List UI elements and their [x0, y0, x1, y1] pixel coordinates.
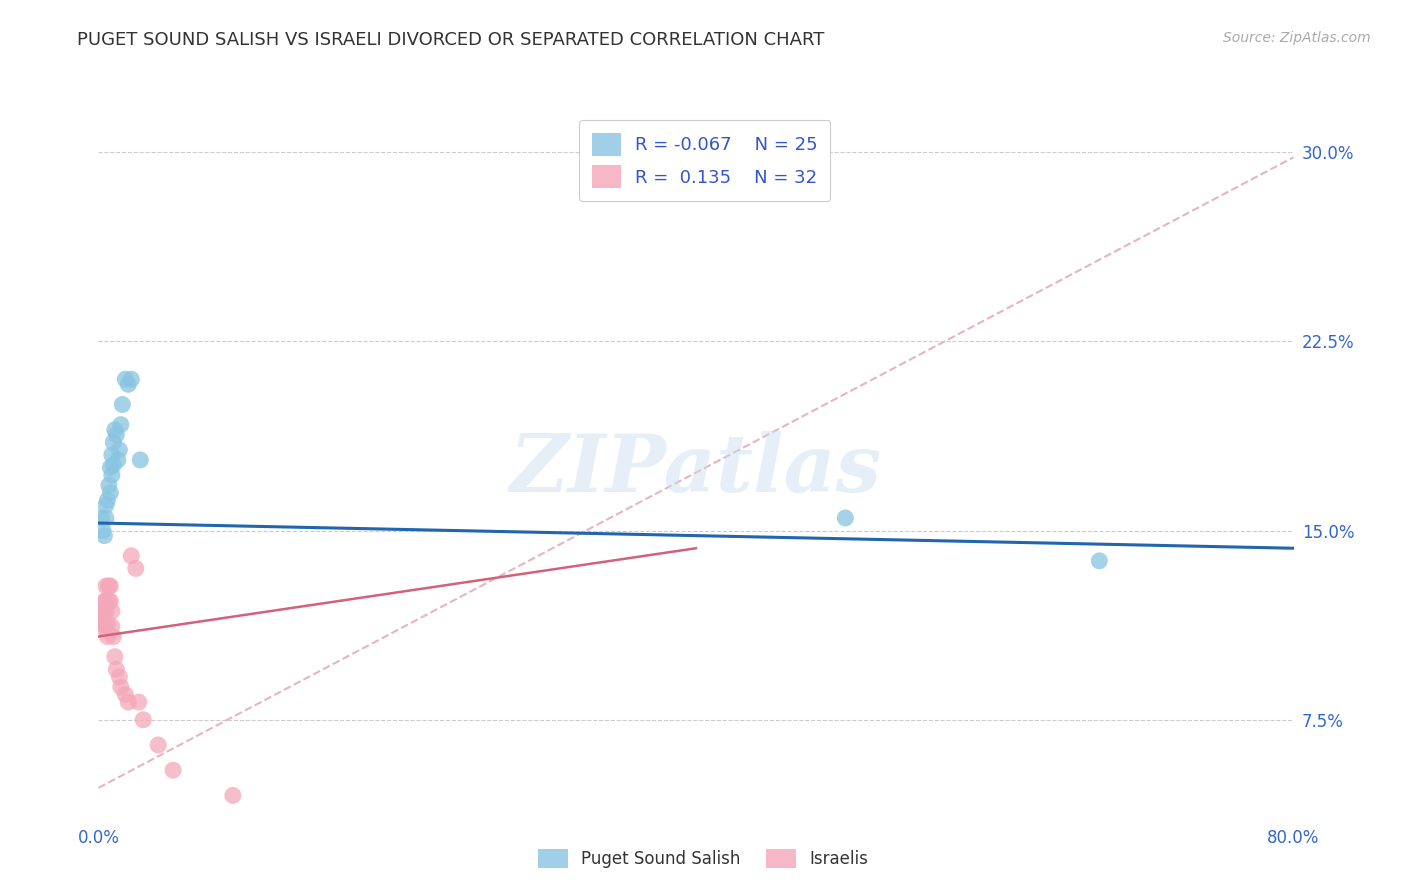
- Point: [125, 561, 148, 575]
- Point: [103, 458, 125, 472]
- Point: [94, 511, 117, 525]
- Point: [93, 594, 115, 608]
- Point: [103, 435, 125, 450]
- Point: [103, 630, 125, 644]
- Point: [101, 604, 124, 618]
- Point: [98, 460, 122, 475]
- Point: [108, 670, 131, 684]
- Point: [93, 604, 115, 618]
- Point: [104, 649, 127, 664]
- Point: [91, 524, 114, 538]
- Point: [98, 594, 122, 608]
- Point: [114, 372, 136, 386]
- Point: [110, 680, 132, 694]
- Point: [101, 619, 124, 633]
- Point: [97, 594, 120, 608]
- Point: [114, 688, 136, 702]
- Point: [104, 423, 127, 437]
- Point: [129, 453, 152, 467]
- Point: [120, 549, 142, 563]
- Text: Source: ZipAtlas.com: Source: ZipAtlas.com: [1223, 31, 1371, 45]
- Point: [222, 789, 245, 803]
- Point: [94, 579, 117, 593]
- Point: [107, 453, 129, 467]
- Point: [117, 695, 139, 709]
- Point: [90, 511, 112, 525]
- Point: [108, 442, 131, 457]
- Point: [97, 579, 120, 593]
- Point: [101, 448, 124, 462]
- Text: ZIPatlas: ZIPatlas: [510, 431, 882, 508]
- Point: [93, 528, 115, 542]
- Legend: Puget Sound Salish, Israelis: Puget Sound Salish, Israelis: [531, 843, 875, 875]
- Point: [1088, 554, 1111, 568]
- Point: [94, 604, 117, 618]
- Point: [93, 616, 115, 631]
- Point: [120, 372, 142, 386]
- Point: [90, 612, 112, 626]
- Point: [132, 713, 155, 727]
- Point: [96, 616, 118, 631]
- Point: [98, 485, 122, 500]
- Point: [94, 499, 117, 513]
- Point: [96, 630, 118, 644]
- Point: [128, 695, 150, 709]
- Point: [97, 478, 120, 492]
- Text: PUGET SOUND SALISH VS ISRAELI DIVORCED OR SEPARATED CORRELATION CHART: PUGET SOUND SALISH VS ISRAELI DIVORCED O…: [77, 31, 825, 49]
- Point: [110, 417, 132, 432]
- Point: [148, 738, 170, 752]
- Point: [96, 493, 118, 508]
- Point: [98, 579, 122, 593]
- Point: [105, 662, 128, 676]
- Legend: R = -0.067    N = 25, R =  0.135    N = 32: R = -0.067 N = 25, R = 0.135 N = 32: [579, 120, 831, 201]
- Point: [101, 468, 124, 483]
- Point: [94, 594, 117, 608]
- Point: [90, 619, 112, 633]
- Point: [105, 427, 128, 442]
- Point: [111, 397, 134, 411]
- Point: [117, 377, 139, 392]
- Point: [91, 616, 114, 631]
- Point: [91, 604, 114, 618]
- Point: [834, 511, 856, 525]
- Point: [162, 763, 184, 777]
